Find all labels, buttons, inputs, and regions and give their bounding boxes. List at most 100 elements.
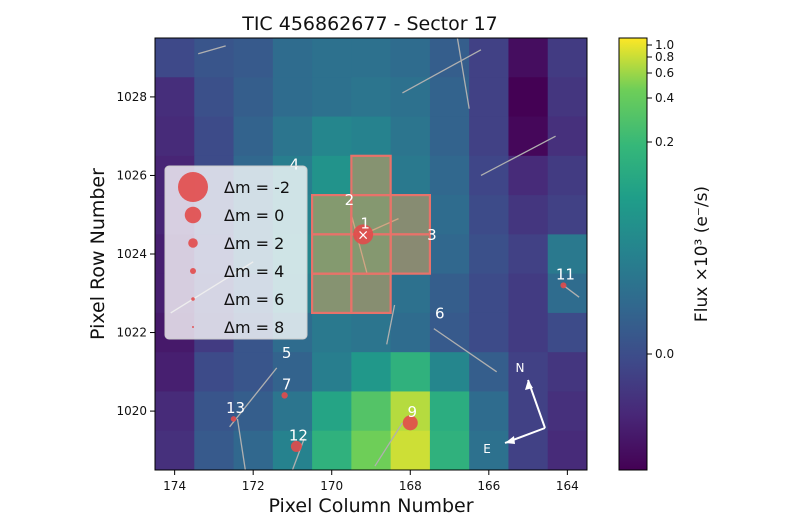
pixel-cell bbox=[194, 391, 235, 432]
pixel-cell bbox=[233, 77, 274, 118]
source-label: 1 bbox=[360, 214, 370, 232]
source-marker bbox=[281, 392, 288, 399]
pixel-cell bbox=[547, 312, 588, 353]
pixel-cell bbox=[351, 155, 392, 196]
colorbar-tick-label: 0.0 bbox=[655, 347, 674, 361]
pixel-cell bbox=[312, 38, 352, 78]
pixel-cell bbox=[194, 116, 235, 157]
motion-arrow bbox=[563, 284, 580, 298]
pixel-cell bbox=[312, 391, 352, 432]
pixel-cell bbox=[547, 430, 588, 471]
pixel-cell bbox=[429, 430, 470, 471]
legend-marker bbox=[184, 206, 202, 224]
pixel-cell bbox=[547, 38, 588, 78]
pixel-cell bbox=[469, 155, 509, 196]
x-tick-label: 170 bbox=[320, 479, 343, 493]
pixel-cell bbox=[508, 195, 549, 235]
y-tick-label: 1022 bbox=[116, 326, 147, 340]
pixel-cell bbox=[194, 77, 235, 118]
pixel-cell bbox=[194, 352, 235, 392]
pixel-cell bbox=[233, 352, 274, 392]
pixel-cell bbox=[155, 77, 195, 118]
pixel-cell bbox=[272, 38, 313, 78]
pixel-cell bbox=[155, 430, 195, 471]
pixel-cell bbox=[469, 352, 509, 392]
colorbar-tick-label: 0.2 bbox=[655, 135, 674, 149]
pixel-cell bbox=[312, 430, 352, 471]
pixel-cell bbox=[351, 77, 392, 118]
x-tick-label: 164 bbox=[556, 479, 579, 493]
source-label: 6 bbox=[435, 305, 445, 323]
pixel-cell bbox=[312, 77, 352, 118]
pixel-cell bbox=[429, 38, 470, 78]
pixel-cell bbox=[429, 116, 470, 157]
pixel-cell bbox=[469, 391, 509, 432]
pixel-cell bbox=[390, 38, 431, 78]
pixel-cell bbox=[469, 312, 509, 353]
pixel-cell bbox=[469, 430, 509, 471]
east-arrowhead bbox=[505, 436, 515, 444]
source-marker bbox=[560, 282, 567, 289]
pixel-cell bbox=[390, 352, 431, 392]
pixel-cell bbox=[312, 155, 352, 196]
pixel-cell bbox=[508, 155, 549, 196]
pixel-cell bbox=[233, 430, 274, 471]
source-marker bbox=[230, 416, 237, 422]
legend-box bbox=[164, 165, 308, 340]
pixel-cell bbox=[351, 116, 392, 157]
pixel-cell bbox=[508, 273, 549, 314]
motion-arrow bbox=[350, 214, 368, 274]
pixel-cell bbox=[547, 273, 588, 314]
pixel-cell bbox=[429, 155, 470, 196]
aperture-pixel bbox=[389, 193, 432, 236]
motion-arrow bbox=[291, 438, 305, 471]
motion-arrow bbox=[236, 418, 246, 471]
pixel-cell bbox=[155, 116, 195, 157]
pixel-cell bbox=[272, 352, 313, 392]
pixel-cell bbox=[312, 195, 352, 235]
colorbar bbox=[618, 37, 648, 471]
pixel-cell bbox=[547, 195, 588, 235]
pixel-cell bbox=[390, 234, 431, 275]
legend-marker bbox=[188, 238, 198, 248]
aperture-pixel bbox=[350, 154, 392, 197]
pixel-cell bbox=[390, 116, 431, 157]
compass-east-label: E bbox=[483, 442, 491, 456]
pixel-cell bbox=[508, 391, 549, 432]
y-tick-label: 1020 bbox=[116, 404, 147, 418]
x-tick-label: 172 bbox=[242, 479, 265, 493]
x-axis-label: Pixel Column Number bbox=[268, 495, 473, 517]
aperture-pixel bbox=[350, 272, 392, 315]
pixel-cell bbox=[469, 234, 509, 275]
pixel-cell bbox=[508, 430, 549, 471]
x-axis-ticks: 174 172 170 168 166 164 bbox=[163, 470, 579, 493]
y-tick-label: 1024 bbox=[116, 247, 147, 261]
legend-label: Δm = 4 bbox=[224, 262, 284, 281]
pixel-cell bbox=[351, 38, 392, 78]
pixel-cell bbox=[547, 155, 588, 196]
y-axis-ticks: 1020 1022 1024 1026 1028 bbox=[116, 90, 155, 418]
pixel-cell bbox=[508, 312, 549, 353]
x-tick-label: 174 bbox=[163, 479, 186, 493]
pixel-cell bbox=[547, 234, 588, 275]
y-axis-label: Pixel Row Number bbox=[87, 168, 109, 340]
source-label: 7 bbox=[282, 375, 292, 393]
source-label: 5 bbox=[282, 344, 292, 362]
pixel-cell bbox=[233, 116, 274, 157]
pixel-cell bbox=[351, 312, 392, 353]
pixel-cell bbox=[155, 352, 195, 392]
pixel-cell bbox=[312, 273, 352, 314]
pixel-cell bbox=[508, 38, 549, 78]
pixel-cell bbox=[429, 195, 470, 235]
pixel-cell bbox=[272, 116, 313, 157]
pixel-cell bbox=[390, 312, 431, 353]
motion-arrow bbox=[374, 422, 403, 467]
pixel-cell bbox=[469, 195, 509, 235]
y-tick-label: 1026 bbox=[116, 168, 147, 182]
pixel-cell bbox=[390, 273, 431, 314]
source-label: 9 bbox=[407, 403, 417, 421]
pixel-cell bbox=[390, 155, 431, 196]
pixel-cell bbox=[469, 77, 509, 118]
pixel-cell bbox=[429, 77, 470, 118]
legend-marker bbox=[190, 268, 196, 274]
